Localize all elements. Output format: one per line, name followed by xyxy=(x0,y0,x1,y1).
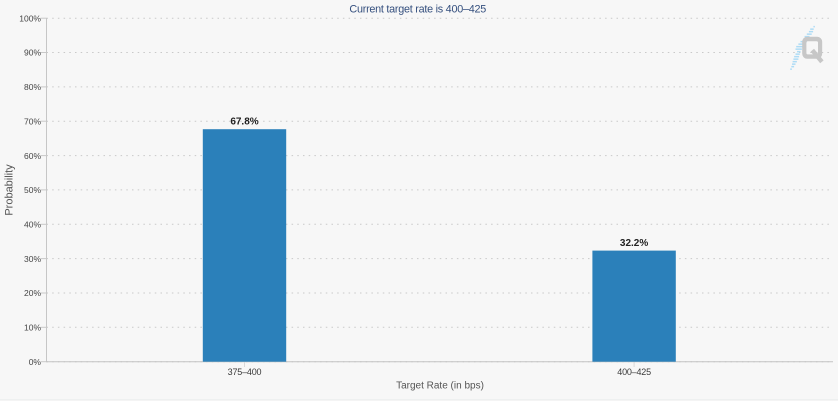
svg-text:Current target rate is 400–425: Current target rate is 400–425 xyxy=(349,3,486,15)
svg-text:375–400: 375–400 xyxy=(228,367,262,377)
svg-text:70%: 70% xyxy=(24,116,41,126)
svg-text:0%: 0% xyxy=(29,357,42,367)
svg-text:50%: 50% xyxy=(24,185,41,195)
svg-text:90%: 90% xyxy=(24,48,41,58)
svg-text:80%: 80% xyxy=(24,82,41,92)
svg-text:67.8%: 67.8% xyxy=(230,117,258,128)
svg-text:60%: 60% xyxy=(24,151,41,161)
svg-text:10%: 10% xyxy=(24,323,41,333)
svg-text:100%: 100% xyxy=(19,13,41,23)
svg-text:Target Rate (in bps): Target Rate (in bps) xyxy=(396,381,484,392)
svg-text:20%: 20% xyxy=(24,288,41,298)
svg-text:Probability: Probability xyxy=(4,164,16,216)
svg-text:40%: 40% xyxy=(24,220,41,230)
svg-text:32.2%: 32.2% xyxy=(620,238,648,249)
svg-text:400–425: 400–425 xyxy=(617,367,651,377)
svg-text:30%: 30% xyxy=(24,254,41,264)
